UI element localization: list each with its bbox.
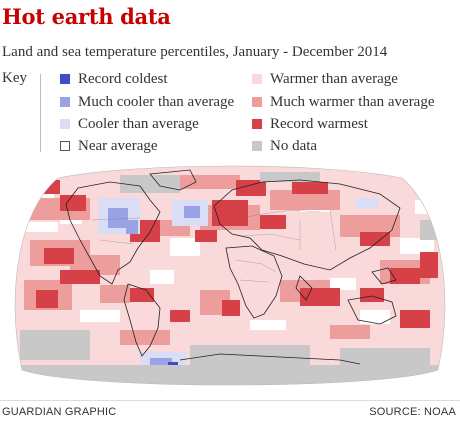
legend-swatch-record-coldest — [60, 74, 70, 84]
legend-item-much-warmer: Much warmer than average — [252, 93, 435, 111]
footer-source: SOURCE: NOAA — [369, 406, 456, 418]
footer-credit: GUARDIAN GRAPHIC — [2, 406, 117, 418]
legend-item-record-warmest: Record warmest — [252, 115, 368, 133]
legend-label-cooler: Cooler than average — [78, 115, 199, 132]
legend-key-label: Key — [2, 70, 27, 86]
legend-item-cooler: Cooler than average — [60, 115, 199, 133]
legend-swatch-near-average — [60, 141, 70, 151]
legend-label-no-data: No data — [270, 137, 318, 154]
legend-label-record-warmest: Record warmest — [270, 115, 368, 132]
legend-swatch-much-cooler — [60, 97, 70, 107]
legend-label-warmer: Warmer than average — [270, 70, 398, 87]
legend-item-near-average: Near average — [60, 137, 158, 155]
map-much-cooler-cells — [108, 206, 200, 366]
legend-label-near-average: Near average — [78, 137, 158, 154]
legend-swatch-much-warmer — [252, 97, 262, 107]
map-record-warmest-cells — [30, 180, 438, 328]
legend-swatch-cooler — [60, 119, 70, 129]
map-border — [14, 165, 446, 386]
legend-swatch-no-data — [252, 141, 262, 151]
map-continent-outlines — [65, 169, 401, 365]
page-title: Hot earth data — [2, 4, 171, 29]
legend-label-much-cooler: Much cooler than average — [78, 93, 235, 110]
legend-swatch-warmer — [252, 74, 262, 84]
legend-item-record-coldest: Record coldest — [60, 70, 168, 88]
legend-item-no-data: No data — [252, 137, 317, 155]
legend-item-much-cooler: Much cooler than average — [60, 93, 234, 111]
map-country-borders — [91, 209, 337, 283]
footer: GUARDIAN GRAPHIC SOURCE: NOAA — [0, 400, 460, 421]
legend-divider — [40, 74, 41, 152]
legend-swatch-record-warmest — [252, 119, 262, 129]
world-temperature-map — [14, 165, 446, 386]
legend-label-much-warmer: Much warmer than average — [270, 93, 435, 110]
map-no-data-cells — [15, 172, 445, 385]
legend-item-warmer: Warmer than average — [252, 70, 398, 88]
legend-label-record-coldest: Record coldest — [78, 70, 168, 87]
subtitle: Land and sea temperature percentiles, Ja… — [2, 44, 388, 60]
